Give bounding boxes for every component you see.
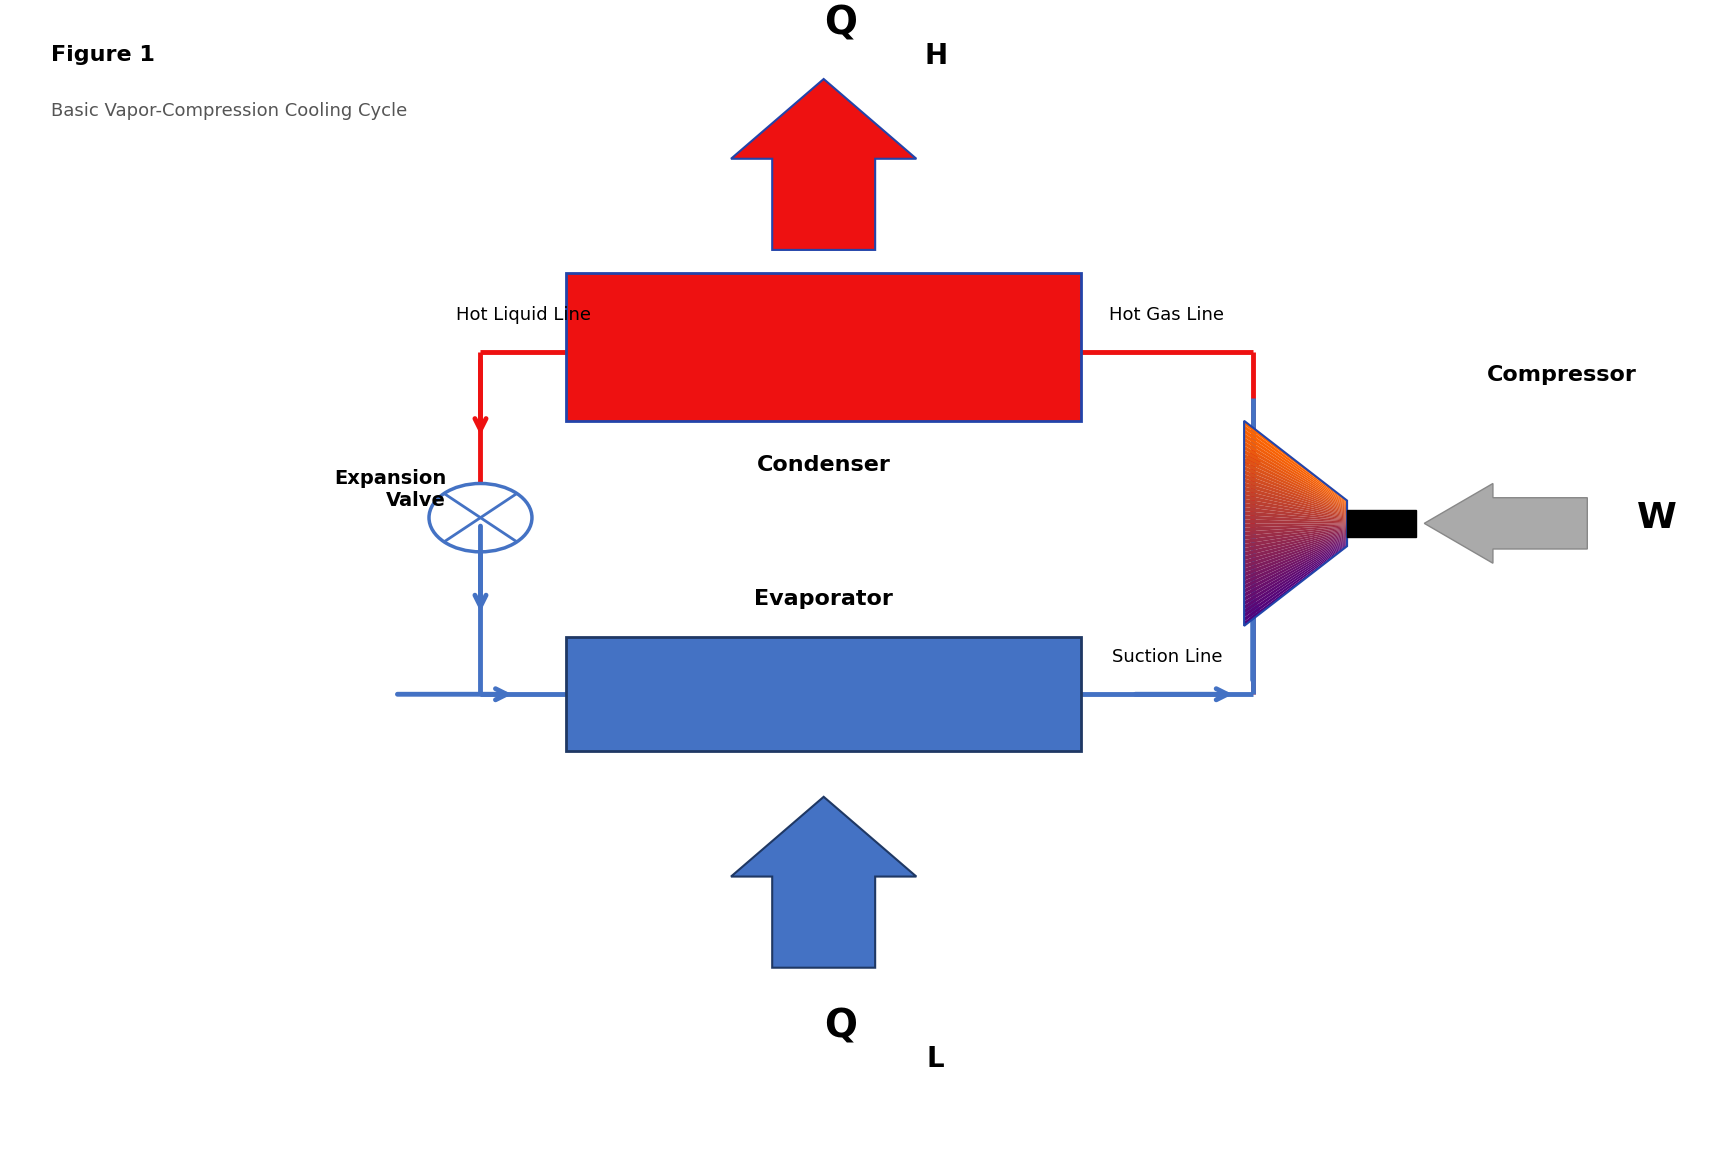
Polygon shape <box>1244 486 1347 516</box>
Polygon shape <box>1244 442 1347 506</box>
Polygon shape <box>1244 482 1347 515</box>
Text: $\mathbf{L}$: $\mathbf{L}$ <box>927 1045 944 1073</box>
Polygon shape <box>1244 494 1347 518</box>
Polygon shape <box>1244 429 1347 504</box>
Polygon shape <box>1244 531 1347 565</box>
Polygon shape <box>1244 515 1347 522</box>
Bar <box>566 637 1081 751</box>
Polygon shape <box>1244 520 1347 523</box>
Bar <box>1347 509 1416 537</box>
Polygon shape <box>1244 434 1347 504</box>
Polygon shape <box>1244 540 1347 605</box>
Polygon shape <box>1244 530 1347 557</box>
Polygon shape <box>1244 474 1347 513</box>
Polygon shape <box>1244 437 1347 505</box>
Text: Hot Liquid Line: Hot Liquid Line <box>456 306 590 324</box>
Polygon shape <box>1244 523 1347 528</box>
FancyArrow shape <box>731 797 916 967</box>
Polygon shape <box>1244 458 1347 509</box>
Polygon shape <box>1244 543 1347 614</box>
Polygon shape <box>1244 528 1347 547</box>
Polygon shape <box>1244 503 1347 520</box>
FancyArrow shape <box>1424 483 1587 564</box>
Text: Evaporator: Evaporator <box>755 589 892 608</box>
Polygon shape <box>1244 421 1347 501</box>
Text: $\mathbf{Q}$: $\mathbf{Q}$ <box>824 1005 858 1044</box>
Text: Expansion
Valve: Expansion Valve <box>335 469 446 509</box>
Polygon shape <box>1244 537 1347 589</box>
Text: Compressor: Compressor <box>1486 366 1637 385</box>
Polygon shape <box>1244 466 1347 512</box>
Polygon shape <box>1244 499 1347 519</box>
Polygon shape <box>1244 535 1347 576</box>
Polygon shape <box>1244 544 1347 618</box>
Polygon shape <box>1244 462 1347 511</box>
FancyArrow shape <box>731 79 916 250</box>
Bar <box>566 273 1081 421</box>
Polygon shape <box>1244 539 1347 597</box>
Text: Suction Line: Suction Line <box>1112 647 1222 666</box>
Polygon shape <box>1244 535 1347 581</box>
Polygon shape <box>1244 527 1347 544</box>
Polygon shape <box>1244 445 1347 507</box>
Polygon shape <box>1244 536 1347 585</box>
Polygon shape <box>1244 530 1347 560</box>
Polygon shape <box>1244 545 1347 626</box>
Polygon shape <box>1244 511 1347 522</box>
Text: Hot Gas Line: Hot Gas Line <box>1109 306 1225 324</box>
Polygon shape <box>1244 532 1347 568</box>
Polygon shape <box>1244 478 1347 514</box>
Polygon shape <box>1244 491 1347 518</box>
Text: Condenser: Condenser <box>757 455 891 475</box>
Polygon shape <box>1244 526 1347 539</box>
Polygon shape <box>1244 538 1347 593</box>
Text: Basic Vapor-Compression Cooling Cycle: Basic Vapor-Compression Cooling Cycle <box>51 102 408 120</box>
Polygon shape <box>1244 539 1347 601</box>
Text: $\mathbf{H}$: $\mathbf{H}$ <box>923 43 947 70</box>
Text: Figure 1: Figure 1 <box>51 45 156 64</box>
Polygon shape <box>1244 524 1347 531</box>
Polygon shape <box>1244 507 1347 521</box>
Polygon shape <box>1244 544 1347 622</box>
Polygon shape <box>1244 450 1347 508</box>
Text: $\mathbf{Q}$: $\mathbf{Q}$ <box>824 2 858 41</box>
Polygon shape <box>1244 534 1347 573</box>
Polygon shape <box>1244 529 1347 552</box>
Text: $\mathbf{W}$: $\mathbf{W}$ <box>1635 500 1677 535</box>
Polygon shape <box>1244 526 1347 536</box>
Polygon shape <box>1244 470 1347 513</box>
Polygon shape <box>1244 542 1347 610</box>
Polygon shape <box>1244 453 1347 508</box>
Polygon shape <box>1244 424 1347 503</box>
